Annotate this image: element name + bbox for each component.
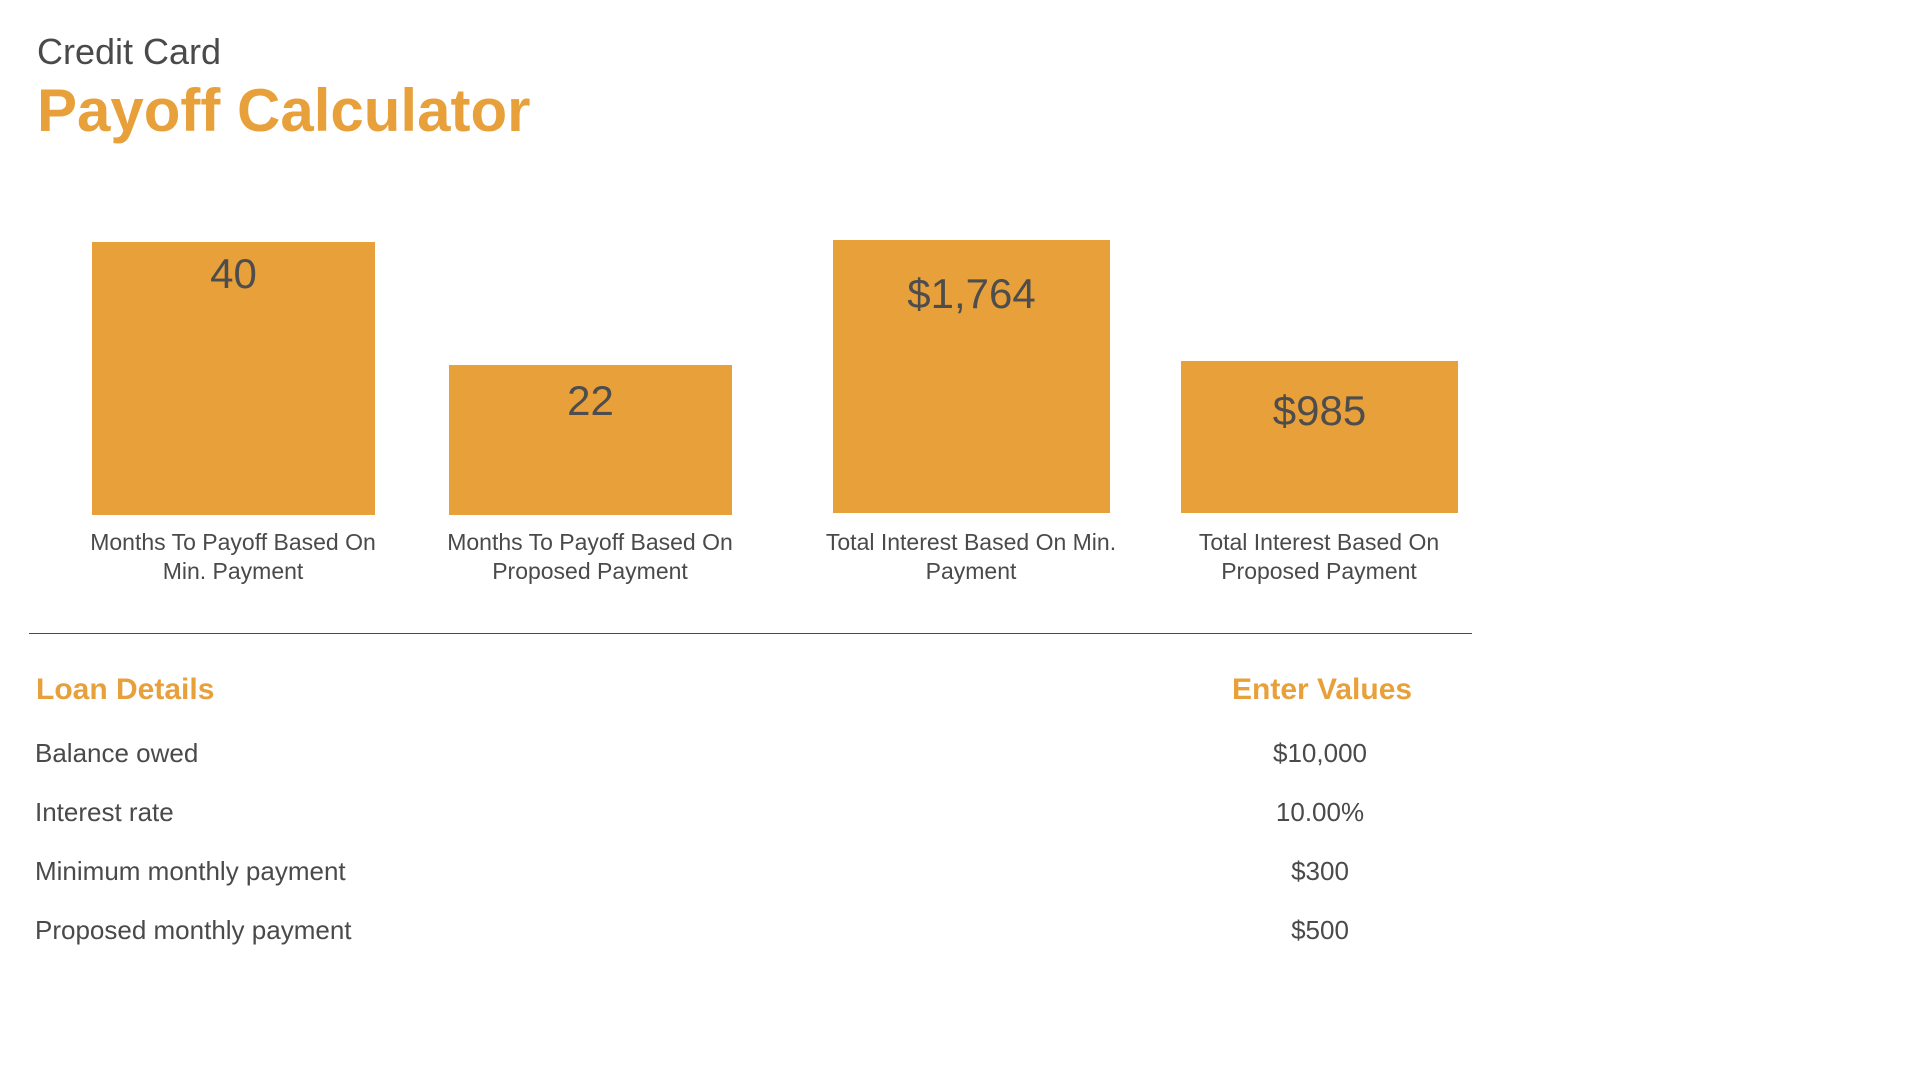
summary-bar-chart: 40 Months To Payoff Based On Min. Payment… — [90, 240, 1458, 584]
loan-details-heading: Loan Details — [36, 673, 215, 706]
input-minimum-payment[interactable]: $300 — [1291, 856, 1349, 886]
enter-values-heading: Enter Values — [1232, 673, 1413, 706]
bar-months-proposed: 22 — [449, 365, 732, 515]
row-label-proposed-payment: Proposed monthly payment — [35, 915, 352, 945]
bar-label-months-proposed: Months To Payoff Based On Proposed Payme… — [447, 529, 733, 584]
bar-months-min: 40 — [92, 242, 375, 515]
bar-value-interest-proposed: $985 — [1272, 387, 1367, 434]
bar-label-interest-proposed: Total Interest Based On Proposed Payment — [1198, 529, 1440, 584]
bar-interest-min: $1,764 — [833, 240, 1110, 513]
page-header: Credit Card Payoff Calculator — [37, 30, 530, 146]
row-label-balance: Balance owed — [35, 738, 199, 768]
input-balance-owed[interactable]: $10,000 — [1273, 738, 1367, 768]
bar-value-months-min: 40 — [210, 250, 257, 297]
bar-value-months-proposed: 22 — [567, 377, 614, 424]
bar-label-interest-min: Total Interest Based On Min. Payment — [825, 529, 1117, 584]
input-proposed-payment[interactable]: $500 — [1291, 915, 1349, 945]
input-interest-rate[interactable]: 10.00% — [1275, 797, 1365, 827]
bar-value-interest-min: $1,764 — [907, 270, 1036, 317]
row-label-interest-rate: Interest rate — [35, 797, 174, 827]
bar-label-months-min: Months To Payoff Based On Min. Payment — [90, 529, 376, 584]
row-label-minimum-payment: Minimum monthly payment — [35, 856, 346, 886]
page-subtitle: Credit Card — [37, 31, 222, 72]
section-divider — [29, 633, 1472, 634]
bar-interest-proposed: $985 — [1181, 361, 1458, 513]
page-title: Payoff Calculator — [37, 77, 531, 144]
